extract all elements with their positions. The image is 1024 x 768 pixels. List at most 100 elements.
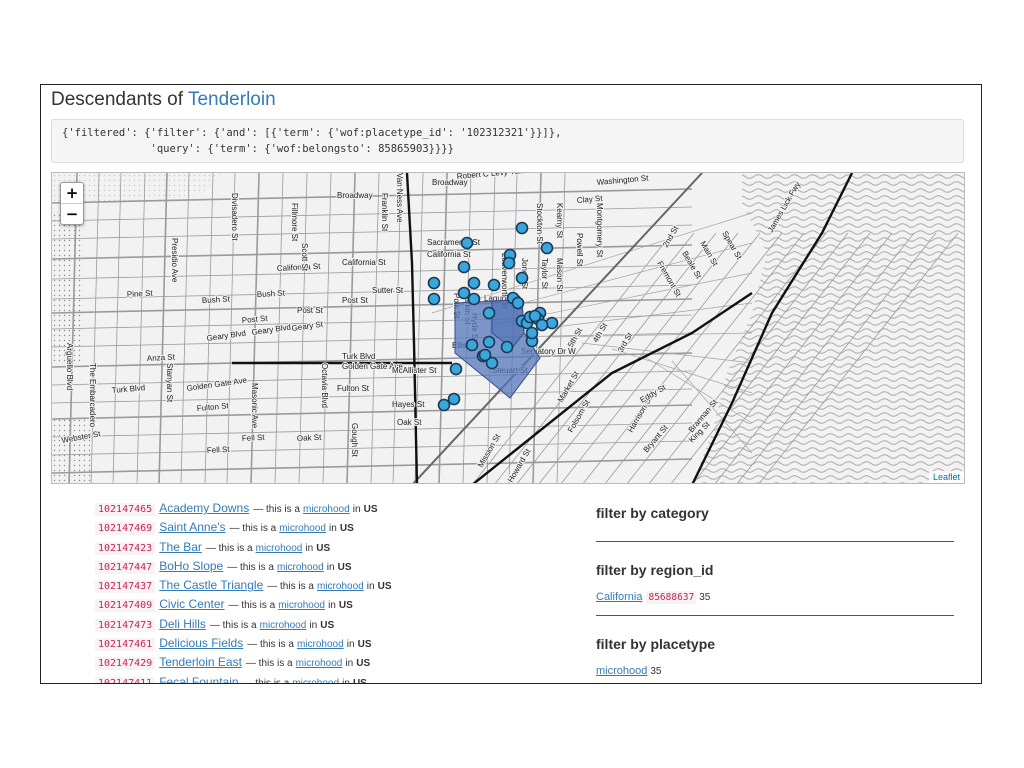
street-label: Robert C Levy Tunnel [456,173,534,181]
street-line [693,232,893,483]
microhood-marker[interactable] [515,221,529,235]
result-name-link[interactable]: Civic Center [159,597,225,612]
microhood-marker[interactable] [515,271,529,285]
filter-prefix: filter by [596,505,647,521]
result-name-link[interactable]: Deli Hills [159,616,206,631]
microhood-marker[interactable] [427,276,441,290]
microhood-marker[interactable] [482,306,496,320]
microhood-filter-link[interactable]: microhood [596,665,648,677]
result-placetype-link[interactable]: microhood [259,619,307,631]
microhood-marker[interactable] [528,309,542,323]
leaflet-attribution[interactable]: Leaflet [928,471,964,483]
street-label: Fillmore St [290,203,299,242]
microhood-marker[interactable] [511,296,525,310]
street-label: Arguello Blvd [65,343,74,390]
map[interactable]: Broadway Broadway Robert C Levy Tunnel Wash… [51,172,965,484]
microhood-marker[interactable] [482,335,496,349]
result-placetype-link[interactable]: microhood [302,504,350,515]
street-line [180,173,190,483]
microhood-markers[interactable] [427,221,559,412]
tenderloin-link[interactable]: Tenderloin [187,89,276,110]
query-line-1: {'filtered': {'filter': {'and': [{'term'… [62,127,562,139]
microhood-marker[interactable] [457,260,471,274]
microhood-marker[interactable] [525,326,539,340]
street-line [649,232,849,483]
result-name-link[interactable]: Academy Downs [159,501,250,515]
result-name-link[interactable]: BoHo Slope [159,558,224,573]
region-count: 35 [699,592,711,603]
street-label: Fulton St [196,401,229,413]
result-country: US [377,581,392,593]
street-line [370,173,380,483]
result-placetype-link[interactable]: microhood [279,523,326,535]
result-placetype-link[interactable]: microhood [317,581,364,593]
street-line [392,173,402,483]
result-sep: — this is a [247,639,294,651]
result-name-link[interactable]: The Bar [159,539,202,554]
microhood-marker[interactable] [427,292,441,306]
result-item: 102147469 Saint Anne's — this is a microho… [95,518,575,537]
microhood-marker[interactable] [457,286,471,300]
street-label: Sacramento St [427,238,481,247]
street-line [90,173,100,483]
result-in: in [305,542,314,554]
microhood-marker[interactable] [467,292,481,306]
street-line [322,173,332,483]
result-placetype-link[interactable]: microhood [295,658,343,670]
microhood-marker[interactable] [478,348,492,362]
microhood-marker[interactable] [545,316,559,330]
result-placetype-link[interactable]: microhood [292,677,340,684]
microhood-marker[interactable] [540,241,554,255]
microhood-marker[interactable] [467,276,481,290]
zoom-in-button[interactable]: + [65,184,79,202]
result-name-link[interactable]: Saint Anne's [159,520,226,535]
street-label: Clay St [576,194,603,205]
result-item: 102147447 BoHo Slope — this is a microhood… [95,557,575,576]
zoom-out-button[interactable]: − [61,203,83,224]
street-line [581,342,753,364]
result-name-link[interactable]: Fecal Fountain [159,674,239,684]
result-name-link[interactable]: The Castle Triangle [159,578,264,593]
result-name-link[interactable]: Delicious Fields [159,636,244,651]
microhood-marker[interactable] [437,398,451,412]
result-id: 102147437 [95,580,156,594]
street-line [68,173,78,483]
street-line [671,232,871,483]
result-in: in [342,677,350,684]
street-line [52,264,693,280]
result-placetype-link[interactable]: microhood [278,600,325,612]
street-label: Post St [342,296,369,305]
filter-prefix: filter by [596,636,647,652]
microhood-marker[interactable] [535,318,549,332]
microhood-marker[interactable] [460,236,474,250]
street-line [52,332,693,348]
street-line [52,388,693,404]
street-line [250,173,260,483]
street-label: Montgomery St [595,203,604,258]
result-placetype-link[interactable]: microhood [276,561,324,573]
microhood-marker[interactable] [465,338,479,352]
microhood-marker[interactable] [449,362,463,376]
result-id: 102147411 [95,676,156,683]
query-box: {'filtered': {'filter': {'and': [{'term'… [51,119,964,163]
microhood-marker[interactable] [485,356,499,370]
result-placetype-link[interactable]: microhood [296,639,344,651]
filter-region-option: California 85688637 35 [596,587,954,605]
microhood-marker[interactable] [502,256,516,270]
street-label: Divisadero St [230,193,239,241]
filter-key: category [650,505,709,521]
street-line [556,173,566,483]
result-placetype-link[interactable]: microhood [255,542,303,554]
result-country: US [320,619,335,631]
microhood-marker[interactable] [487,278,501,292]
microhood-marker[interactable] [447,392,461,406]
street-line [561,232,761,483]
street-line [158,173,168,483]
street-line [759,232,959,483]
microhood-marker[interactable] [500,340,514,354]
california-filter-link[interactable]: California [596,591,643,603]
result-name-link[interactable]: Tenderloin East [159,655,242,670]
street-label: Scott St [300,243,309,272]
street-label: Masonic Ave [250,383,259,429]
